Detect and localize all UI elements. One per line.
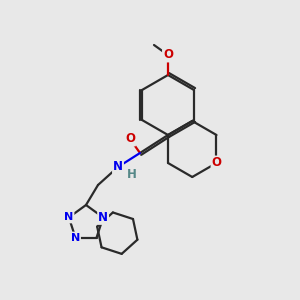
Text: N: N	[71, 232, 80, 243]
Text: O: O	[163, 49, 173, 62]
Text: O: O	[212, 157, 221, 169]
Text: O: O	[125, 133, 135, 146]
Text: N: N	[113, 160, 123, 173]
Text: H: H	[127, 169, 137, 182]
Text: N: N	[98, 211, 108, 224]
Text: N: N	[64, 212, 74, 222]
